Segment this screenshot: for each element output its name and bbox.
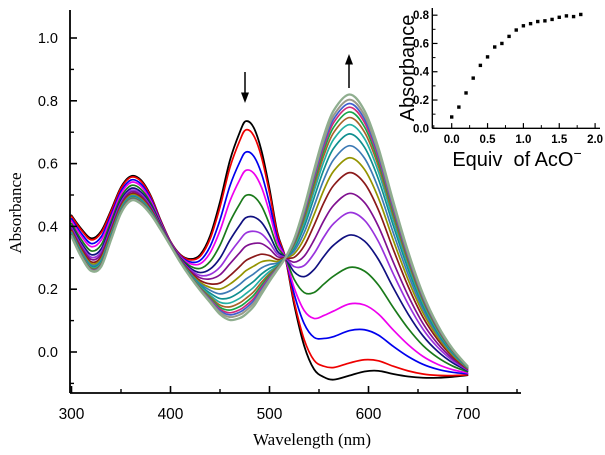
down-arrow (241, 72, 249, 103)
main-y-tick-label: 0.8 (38, 94, 58, 110)
main-axis-tick-labels: 0.0 0.2 0.4 0.6 0.8 1.0 300 400 500 600 700 (38, 31, 481, 423)
main-axes (69, 10, 521, 394)
main-x-tick-label: 600 (356, 406, 382, 423)
spectrum-curve (70, 123, 469, 368)
inset-data-point (507, 34, 511, 39)
inset-data-point (493, 45, 497, 49)
inset-plot: 0.0 0.2 0.4 0.6 0.8 0.0 0.5 1.0 1.5 2.0 Absorbanc… (397, 8, 603, 171)
inset-data-point (536, 19, 540, 24)
spectrum-curve (70, 150, 469, 375)
spectrum-curve (70, 171, 469, 370)
inset-data-point (557, 15, 561, 20)
inset-data-point (579, 12, 583, 17)
inset-x-tick-label: 1.0 (515, 134, 531, 146)
spectrum-curve (70, 184, 469, 373)
up-arrow (345, 54, 353, 88)
inset-x-tick-label: 0.0 (444, 134, 460, 146)
inset-data-point (514, 28, 518, 32)
inset-data-point (528, 21, 533, 26)
spectrum-curve (70, 144, 469, 369)
inset-data-point (485, 55, 490, 59)
main-y-tick-label: 0.6 (38, 157, 58, 173)
inset-data-point (543, 19, 547, 23)
inset-x-axis-title-superscript: − (573, 145, 581, 161)
inset-data-point (564, 14, 569, 18)
spectrum-curve (70, 169, 469, 374)
inset-x-tick-label: 1.5 (551, 134, 568, 146)
inset-data-point (550, 17, 554, 22)
main-y-tick-label: 0.2 (38, 282, 58, 298)
inset-x-tick-label: 2.0 (587, 134, 603, 146)
inset-data-point (521, 24, 526, 28)
inset-axes (431, 8, 600, 130)
inset-data-point (464, 91, 468, 95)
inset-y-axis-title: Absorbance (397, 15, 419, 122)
inset-x-axis-title: Equiv of AcO− (452, 145, 581, 171)
main-y-tick-label: 0.0 (38, 345, 58, 361)
spectra-curves (70, 93, 469, 381)
spectrum-curve (70, 93, 469, 368)
inset-x-tick-label: 0.5 (480, 134, 497, 146)
inset-y-tick-label: 0.0 (413, 123, 429, 135)
inset-x-axis-title-text: Equiv of AcO (452, 149, 573, 171)
inset-axis-ticks (432, 14, 596, 129)
main-x-tick-label: 300 (59, 406, 85, 423)
spectrum-curve (70, 190, 469, 371)
main-axis-ticks (70, 37, 518, 393)
inset-data-point (478, 63, 483, 68)
inset-y-tick-label: 0.6 (413, 38, 429, 50)
spectrum-curve (70, 189, 469, 371)
inset-y-tick-label: 0.2 (413, 95, 429, 107)
inset-y-tick-label: 0.8 (413, 10, 430, 22)
spectrum-curve (70, 128, 469, 377)
inset-data-point (471, 76, 475, 80)
main-x-tick-label: 500 (257, 406, 283, 423)
inset-data-point (500, 41, 504, 46)
inset-data-point (450, 115, 454, 119)
spectrum-curve (70, 187, 469, 372)
main-x-tick-label: 400 (158, 406, 184, 423)
main-y-tick-label: 0.4 (38, 219, 58, 235)
spectrum-curve (70, 98, 469, 368)
inset-axis-tick-labels: 0.0 0.2 0.4 0.6 0.8 0.0 0.5 1.0 1.5 2.0 (413, 10, 603, 146)
up-arrow-head (345, 54, 353, 65)
spectrum-curve (70, 156, 469, 370)
main-y-tick-label: 1.0 (38, 31, 58, 47)
main-x-axis-title: Wavelength (nm) (253, 430, 371, 449)
inset-scatter-points (450, 12, 583, 119)
down-arrow-head (241, 92, 249, 103)
main-y-axis-title: Absorbance (6, 172, 25, 253)
spectrum-curve (70, 120, 469, 381)
main-x-tick-label: 700 (455, 406, 481, 423)
inset-y-tick-label: 0.4 (413, 67, 430, 79)
inset-data-point (457, 105, 461, 109)
inset-data-point (571, 14, 576, 19)
